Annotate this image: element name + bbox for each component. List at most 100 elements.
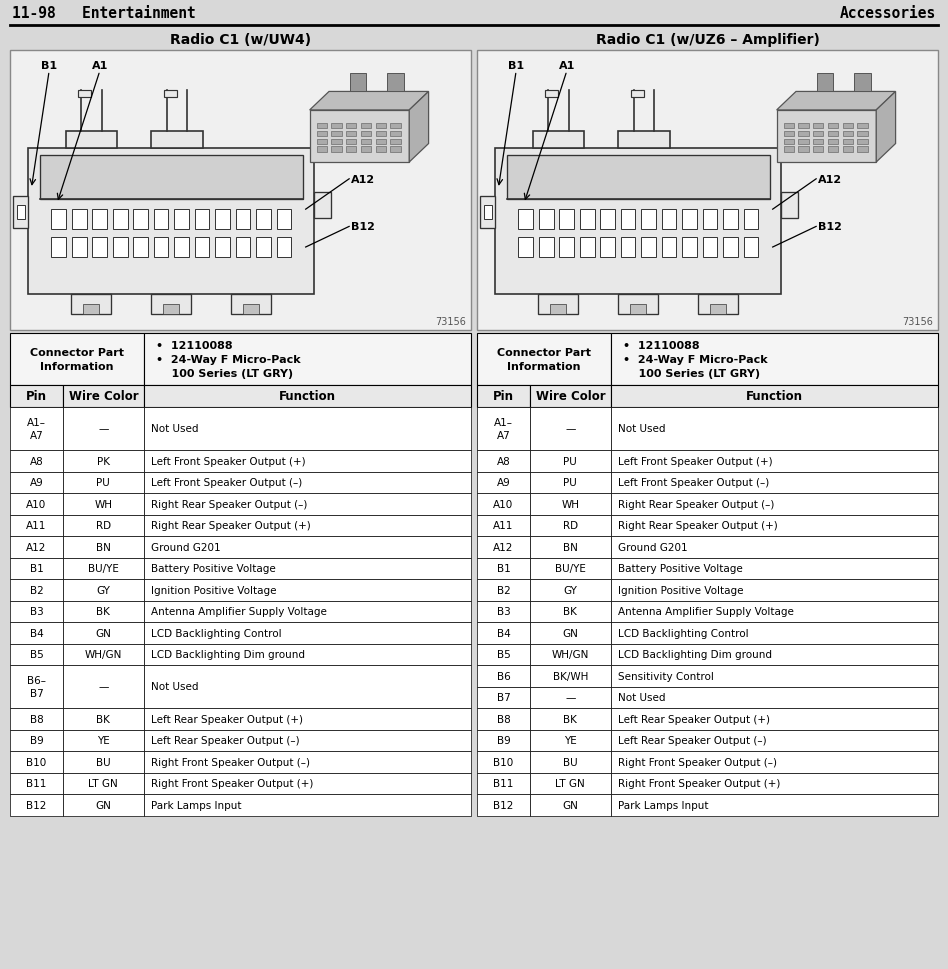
Bar bbox=[538, 210, 554, 230]
Bar bbox=[798, 140, 809, 145]
Text: B5: B5 bbox=[29, 649, 44, 660]
Bar bbox=[611, 687, 938, 708]
Bar bbox=[63, 472, 144, 493]
Text: A12: A12 bbox=[351, 174, 375, 185]
Bar bbox=[332, 124, 341, 129]
Text: B6–
B7: B6– B7 bbox=[27, 675, 46, 698]
Bar bbox=[477, 666, 530, 687]
Bar bbox=[662, 238, 677, 258]
Bar bbox=[857, 124, 867, 129]
Bar bbox=[10, 708, 63, 730]
Text: —: — bbox=[565, 693, 575, 703]
Text: A10: A10 bbox=[493, 499, 514, 510]
Bar bbox=[144, 472, 471, 493]
Bar bbox=[317, 140, 327, 145]
Bar bbox=[611, 333, 938, 386]
Polygon shape bbox=[410, 92, 428, 163]
Text: B12: B12 bbox=[351, 222, 375, 233]
Bar bbox=[611, 472, 938, 493]
Text: BK: BK bbox=[563, 607, 577, 616]
Bar bbox=[702, 238, 718, 258]
Text: —: — bbox=[99, 682, 108, 692]
Bar bbox=[28, 149, 314, 295]
Bar bbox=[12, 197, 28, 229]
Text: Right Front Speaker Output (–): Right Front Speaker Output (–) bbox=[151, 757, 310, 766]
Bar bbox=[71, 295, 111, 315]
Text: Left Rear Speaker Output (+): Left Rear Speaker Output (+) bbox=[618, 714, 770, 724]
Text: BN: BN bbox=[96, 543, 111, 552]
Text: Left Rear Speaker Output (–): Left Rear Speaker Output (–) bbox=[618, 735, 766, 745]
Bar bbox=[784, 124, 794, 129]
Text: B5: B5 bbox=[497, 649, 510, 660]
Bar bbox=[530, 472, 611, 493]
Bar bbox=[813, 132, 824, 137]
Bar bbox=[483, 205, 491, 220]
Bar bbox=[630, 304, 647, 315]
Text: Accessories: Accessories bbox=[840, 6, 936, 21]
Bar bbox=[559, 210, 574, 230]
Text: GN: GN bbox=[562, 800, 578, 810]
Bar bbox=[174, 238, 189, 258]
Bar bbox=[332, 132, 341, 137]
Text: A9: A9 bbox=[497, 478, 510, 487]
Text: GN: GN bbox=[96, 628, 111, 639]
Text: B2: B2 bbox=[497, 585, 510, 595]
Bar bbox=[144, 537, 471, 558]
Bar bbox=[113, 238, 128, 258]
Bar bbox=[621, 210, 635, 230]
Bar bbox=[477, 493, 530, 515]
Bar bbox=[611, 515, 938, 537]
Bar bbox=[10, 451, 63, 472]
Text: BK: BK bbox=[97, 714, 110, 724]
Text: Battery Positive Voltage: Battery Positive Voltage bbox=[618, 564, 742, 574]
Text: Left Front Speaker Output (+): Left Front Speaker Output (+) bbox=[151, 456, 305, 466]
Text: —: — bbox=[565, 424, 575, 434]
Bar bbox=[17, 205, 25, 220]
Text: Left Front Speaker Output (–): Left Front Speaker Output (–) bbox=[151, 478, 302, 487]
Bar bbox=[144, 666, 471, 708]
Bar bbox=[743, 238, 758, 258]
Text: LCD Backlighting Dim ground: LCD Backlighting Dim ground bbox=[151, 649, 304, 660]
Text: Left Front Speaker Output (–): Left Front Speaker Output (–) bbox=[618, 478, 769, 487]
Bar bbox=[611, 493, 938, 515]
Bar bbox=[600, 238, 615, 258]
Text: LT GN: LT GN bbox=[556, 778, 585, 789]
Bar bbox=[843, 140, 853, 145]
Text: BU: BU bbox=[96, 757, 111, 766]
Text: Pin: Pin bbox=[493, 391, 514, 403]
Text: Right Front Speaker Output (–): Right Front Speaker Output (–) bbox=[618, 757, 776, 766]
Text: RD: RD bbox=[96, 520, 111, 531]
Text: Antenna Amplifier Supply Voltage: Antenna Amplifier Supply Voltage bbox=[618, 607, 793, 616]
Bar bbox=[63, 451, 144, 472]
Text: Function: Function bbox=[746, 391, 803, 403]
Bar bbox=[144, 408, 471, 451]
Bar bbox=[477, 333, 611, 386]
Bar bbox=[813, 124, 824, 129]
Bar bbox=[530, 643, 611, 666]
Bar bbox=[828, 147, 838, 153]
Bar bbox=[611, 730, 938, 751]
Bar bbox=[477, 772, 530, 795]
Bar bbox=[10, 386, 63, 408]
Text: A12: A12 bbox=[493, 543, 514, 552]
Text: 11-98   Entertainment: 11-98 Entertainment bbox=[12, 6, 195, 21]
Text: —: — bbox=[99, 424, 108, 434]
Bar bbox=[477, 515, 530, 537]
Bar bbox=[391, 132, 401, 137]
Bar bbox=[346, 147, 356, 153]
Bar bbox=[843, 124, 853, 129]
Bar bbox=[332, 147, 341, 153]
Bar bbox=[611, 666, 938, 687]
Bar bbox=[477, 687, 530, 708]
Bar bbox=[231, 295, 271, 315]
Text: LCD Backlighting Dim ground: LCD Backlighting Dim ground bbox=[618, 649, 772, 660]
Bar bbox=[776, 110, 876, 163]
Bar bbox=[477, 643, 530, 666]
Text: A8: A8 bbox=[29, 456, 44, 466]
Bar bbox=[857, 132, 867, 137]
Text: Battery Positive Voltage: Battery Positive Voltage bbox=[151, 564, 276, 574]
Bar bbox=[519, 238, 533, 258]
Text: Park Lamps Input: Park Lamps Input bbox=[618, 800, 708, 810]
Bar bbox=[256, 210, 271, 230]
Bar bbox=[10, 795, 63, 816]
